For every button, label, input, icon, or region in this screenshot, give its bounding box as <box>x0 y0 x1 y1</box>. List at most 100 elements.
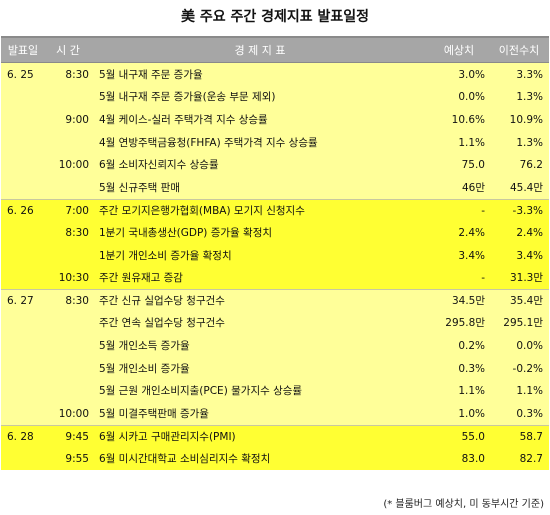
cell-forecast-text: 2.4% <box>458 226 485 239</box>
cell-forecast-text: 10.6% <box>451 113 485 126</box>
cell-time-text: 10:00 <box>58 407 89 420</box>
cell-indicator-text: 5월 내구재 주문 증가율 <box>99 68 203 81</box>
cell-date-text: 6. 27 <box>7 295 34 308</box>
cell-indicator: 4월 케이스-실러 주택가격 지수 상승률 <box>91 112 429 127</box>
cell-indicator-text: 5월 내구재 주문 증가율(운송 부문 제외) <box>99 91 276 104</box>
cell-previous: 295.1만 <box>489 315 549 330</box>
cell-forecast: 1.0% <box>429 407 489 420</box>
cell-previous-text: 35.4만 <box>509 295 543 308</box>
cell-forecast-text: - <box>481 204 485 217</box>
cell-indicator-text: 주간 연속 실업수당 청구건수 <box>99 317 225 330</box>
cell-indicator: 5월 신규주택 판매 <box>91 180 429 195</box>
table-row: 10:00 5월 미결주택판매 증가율 1.0% 0.3% <box>1 401 549 425</box>
table-row: 5월 내구재 주문 증가율(운송 부문 제외) 0.0% 1.3% <box>1 85 549 109</box>
page-title: 美 주요 주간 경제지표 발표일정 <box>180 9 370 25</box>
cell-forecast: 46만 <box>429 180 489 195</box>
table-row: 5월 개인소비 증가율 0.3% -0.2% <box>1 356 549 380</box>
cell-forecast-text: 3.4% <box>458 249 485 262</box>
cell-forecast-text: 1.1% <box>458 136 485 149</box>
cell-forecast: 0.3% <box>429 362 489 375</box>
cell-indicator: 5월 내구재 주문 증가율(운송 부문 제외) <box>91 89 429 104</box>
cell-previous: 1.3% <box>489 90 549 103</box>
cell-date-text: 6. 26 <box>7 204 34 217</box>
cell-indicator: 1분기 개인소비 증가율 확정치 <box>91 248 429 263</box>
cell-forecast: - <box>429 271 489 284</box>
cell-forecast-text: 0.2% <box>458 339 485 352</box>
cell-time-text: 10:00 <box>58 159 89 172</box>
cell-previous: 82.7 <box>489 452 549 465</box>
cell-previous-text: 31.3만 <box>509 272 543 285</box>
cell-indicator-text: 1분기 국내총생산(GDP) 증가율 확정치 <box>99 226 273 239</box>
cell-forecast-text: 1.0% <box>458 407 485 420</box>
cell-time: 10:00 <box>45 407 91 420</box>
cell-forecast: 75.0 <box>429 158 489 171</box>
cell-indicator: 주간 신규 실업수당 청구건수 <box>91 293 429 308</box>
cell-date-text: 6. 28 <box>7 430 34 443</box>
cell-forecast-text: - <box>481 272 485 285</box>
cell-forecast-text: 0.0% <box>458 91 485 104</box>
cell-forecast: 10.6% <box>429 113 489 126</box>
header-time: 시 간 <box>56 44 80 57</box>
cell-forecast: 3.4% <box>429 249 489 262</box>
cell-previous-text: -3.3% <box>512 204 543 217</box>
cell-time-text: 8:30 <box>65 226 89 239</box>
cell-forecast: 1.1% <box>429 136 489 149</box>
cell-previous-text: 1.3% <box>516 136 543 149</box>
cell-indicator-text: 5월 근원 개인소비지출(PCE) 물가지수 상승률 <box>99 385 303 398</box>
cell-indicator: 5월 개인소득 증가율 <box>91 338 429 353</box>
cell-forecast: 0.2% <box>429 339 489 352</box>
cell-date: 6. 26 <box>1 204 45 217</box>
cell-previous: 10.9% <box>489 113 549 126</box>
cell-forecast-text: 1.1% <box>458 385 485 398</box>
cell-forecast-text: 75.0 <box>461 159 485 172</box>
cell-forecast: 0.0% <box>429 90 489 103</box>
cell-previous-text: 0.0% <box>516 339 543 352</box>
cell-indicator-text: 주간 신규 실업수당 청구건수 <box>99 295 225 308</box>
table-row: 6. 25 8:30 5월 내구재 주문 증가율 3.0% 3.3% <box>1 63 549 86</box>
cell-forecast: 2.4% <box>429 226 489 239</box>
cell-previous: 0.3% <box>489 407 549 420</box>
header-date: 발표일 <box>7 44 39 57</box>
cell-forecast-text: 55.0 <box>461 430 485 443</box>
cell-time: 8:30 <box>45 294 91 307</box>
table-row: 6. 28 9:45 6월 시카고 구매관리지수(PMI) 55.0 58.7 <box>1 424 549 448</box>
cell-time: 7:00 <box>45 204 91 217</box>
cell-forecast: 34.5만 <box>429 293 489 308</box>
cell-time: 10:30 <box>45 271 91 284</box>
cell-forecast: 55.0 <box>429 430 489 443</box>
table-row: 10:30 주간 원유재고 증감 - 31.3만 <box>1 266 549 289</box>
cell-forecast-text: 46만 <box>461 181 485 194</box>
footnote: (* 블룸버그 예상치, 미 동부시간 기준) <box>383 499 544 510</box>
cell-previous: 0.0% <box>489 339 549 352</box>
cell-previous: 3.3% <box>489 68 549 81</box>
table-row: 4월 연방주택금융청(FHFA) 주택가격 지수 상승률 1.1% 1.3% <box>1 130 549 154</box>
cell-previous: 1.3% <box>489 136 549 149</box>
cell-date-text: 6. 25 <box>7 68 34 81</box>
cell-indicator-text: 주간 원유재고 증감 <box>99 272 183 285</box>
cell-forecast-text: 295.8만 <box>445 317 485 330</box>
cell-indicator-text: 4월 연방주택금융청(FHFA) 주택가격 지수 상승률 <box>99 136 318 149</box>
cell-indicator-text: 6월 미시간대학교 소비심리지수 확정치 <box>99 452 271 465</box>
cell-indicator: 주간 원유재고 증감 <box>91 270 429 285</box>
cell-indicator-text: 4월 케이스-실러 주택가격 지수 상승률 <box>99 113 268 126</box>
cell-previous: 76.2 <box>489 158 549 171</box>
table-row: 8:30 1분기 국내총생산(GDP) 증가율 확정치 2.4% 2.4% <box>1 221 549 244</box>
cell-indicator: 6월 소비자신뢰지수 상승률 <box>91 157 429 172</box>
cell-previous: -0.2% <box>489 362 549 375</box>
cell-time: 10:00 <box>45 158 91 171</box>
cell-time: 9:45 <box>45 430 91 443</box>
cell-time: 8:30 <box>45 68 91 81</box>
cell-date: 6. 28 <box>1 430 45 443</box>
cell-indicator: 5월 미결주택판매 증가율 <box>91 406 429 421</box>
cell-previous-text: 2.4% <box>516 226 543 239</box>
cell-indicator-text: 6월 소비자신뢰지수 상승률 <box>99 159 219 172</box>
cell-forecast: - <box>429 204 489 217</box>
cell-previous-text: 295.1만 <box>503 317 543 330</box>
cell-previous-text: 1.1% <box>516 385 543 398</box>
cell-previous-text: 1.3% <box>516 91 543 104</box>
table-header: 발표일 시 간 경 제 지 표 예상치 이전수치 <box>1 38 549 63</box>
cell-time-text: 9:45 <box>65 430 89 443</box>
cell-indicator-text: 주간 모기지은행가협회(MBA) 모기지 신청지수 <box>99 204 305 217</box>
cell-date: 6. 25 <box>1 68 45 81</box>
cell-indicator-text: 5월 신규주택 판매 <box>99 181 180 194</box>
